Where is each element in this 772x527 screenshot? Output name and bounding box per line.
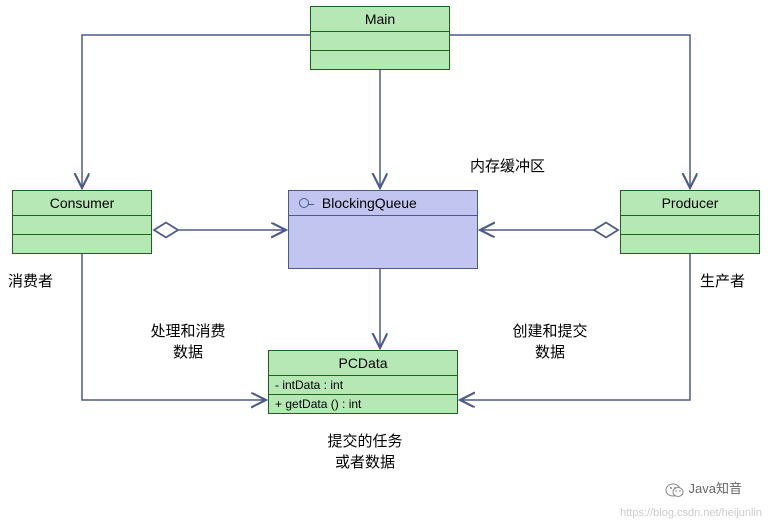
label-consume-note: 处理和消费 数据 bbox=[128, 320, 248, 362]
node-main-methods bbox=[311, 51, 449, 69]
watermark-url: https://blog.csdn.net/heijunlin bbox=[620, 507, 762, 519]
node-blockingqueue-body bbox=[289, 216, 477, 268]
label-produce-note: 创建和提交 数据 bbox=[490, 320, 610, 362]
node-blockingqueue-title-text: BlockingQueue bbox=[322, 195, 417, 211]
uml-diagram: Main Consumer Producer BlockingQueue PCD… bbox=[0, 0, 772, 527]
node-producer: Producer bbox=[620, 190, 760, 254]
label-produce-note1: 创建和提交 bbox=[512, 323, 587, 340]
node-consumer-methods bbox=[13, 235, 151, 253]
label-consume-note1: 处理和消费 bbox=[150, 323, 225, 340]
node-pcdata-method: + getData () : int bbox=[269, 395, 457, 413]
node-pcdata-title: PCData bbox=[269, 351, 457, 376]
node-consumer: Consumer bbox=[12, 190, 152, 254]
node-blockingqueue: BlockingQueue bbox=[288, 190, 478, 269]
label-task-note: 提交的任务 或者数据 bbox=[300, 430, 430, 472]
label-buffer: 内存缓冲区 bbox=[470, 155, 545, 176]
node-producer-title: Producer bbox=[621, 191, 759, 216]
label-produce-note2: 数据 bbox=[535, 344, 565, 361]
label-producer-cn: 生产者 bbox=[700, 270, 745, 291]
node-pcdata-attr: - intData : int bbox=[269, 376, 457, 395]
label-task-note2: 或者数据 bbox=[335, 454, 395, 471]
label-task-note1: 提交的任务 bbox=[327, 433, 402, 450]
label-consumer-cn: 消费者 bbox=[8, 270, 53, 291]
node-consumer-title: Consumer bbox=[13, 191, 151, 216]
node-main-title: Main bbox=[311, 7, 449, 32]
interface-icon bbox=[299, 198, 309, 208]
node-producer-attrs bbox=[621, 216, 759, 235]
wechat-icon bbox=[665, 481, 685, 499]
node-pcdata: PCData - intData : int + getData () : in… bbox=[268, 350, 458, 414]
watermark-text: Java知音 bbox=[689, 481, 742, 496]
node-main-attrs bbox=[311, 32, 449, 51]
label-consume-note2: 数据 bbox=[173, 344, 203, 361]
node-blockingqueue-title: BlockingQueue bbox=[289, 191, 477, 216]
node-consumer-attrs bbox=[13, 216, 151, 235]
watermark: Java知音 bbox=[665, 478, 742, 499]
node-main: Main bbox=[310, 6, 450, 70]
node-producer-methods bbox=[621, 235, 759, 253]
